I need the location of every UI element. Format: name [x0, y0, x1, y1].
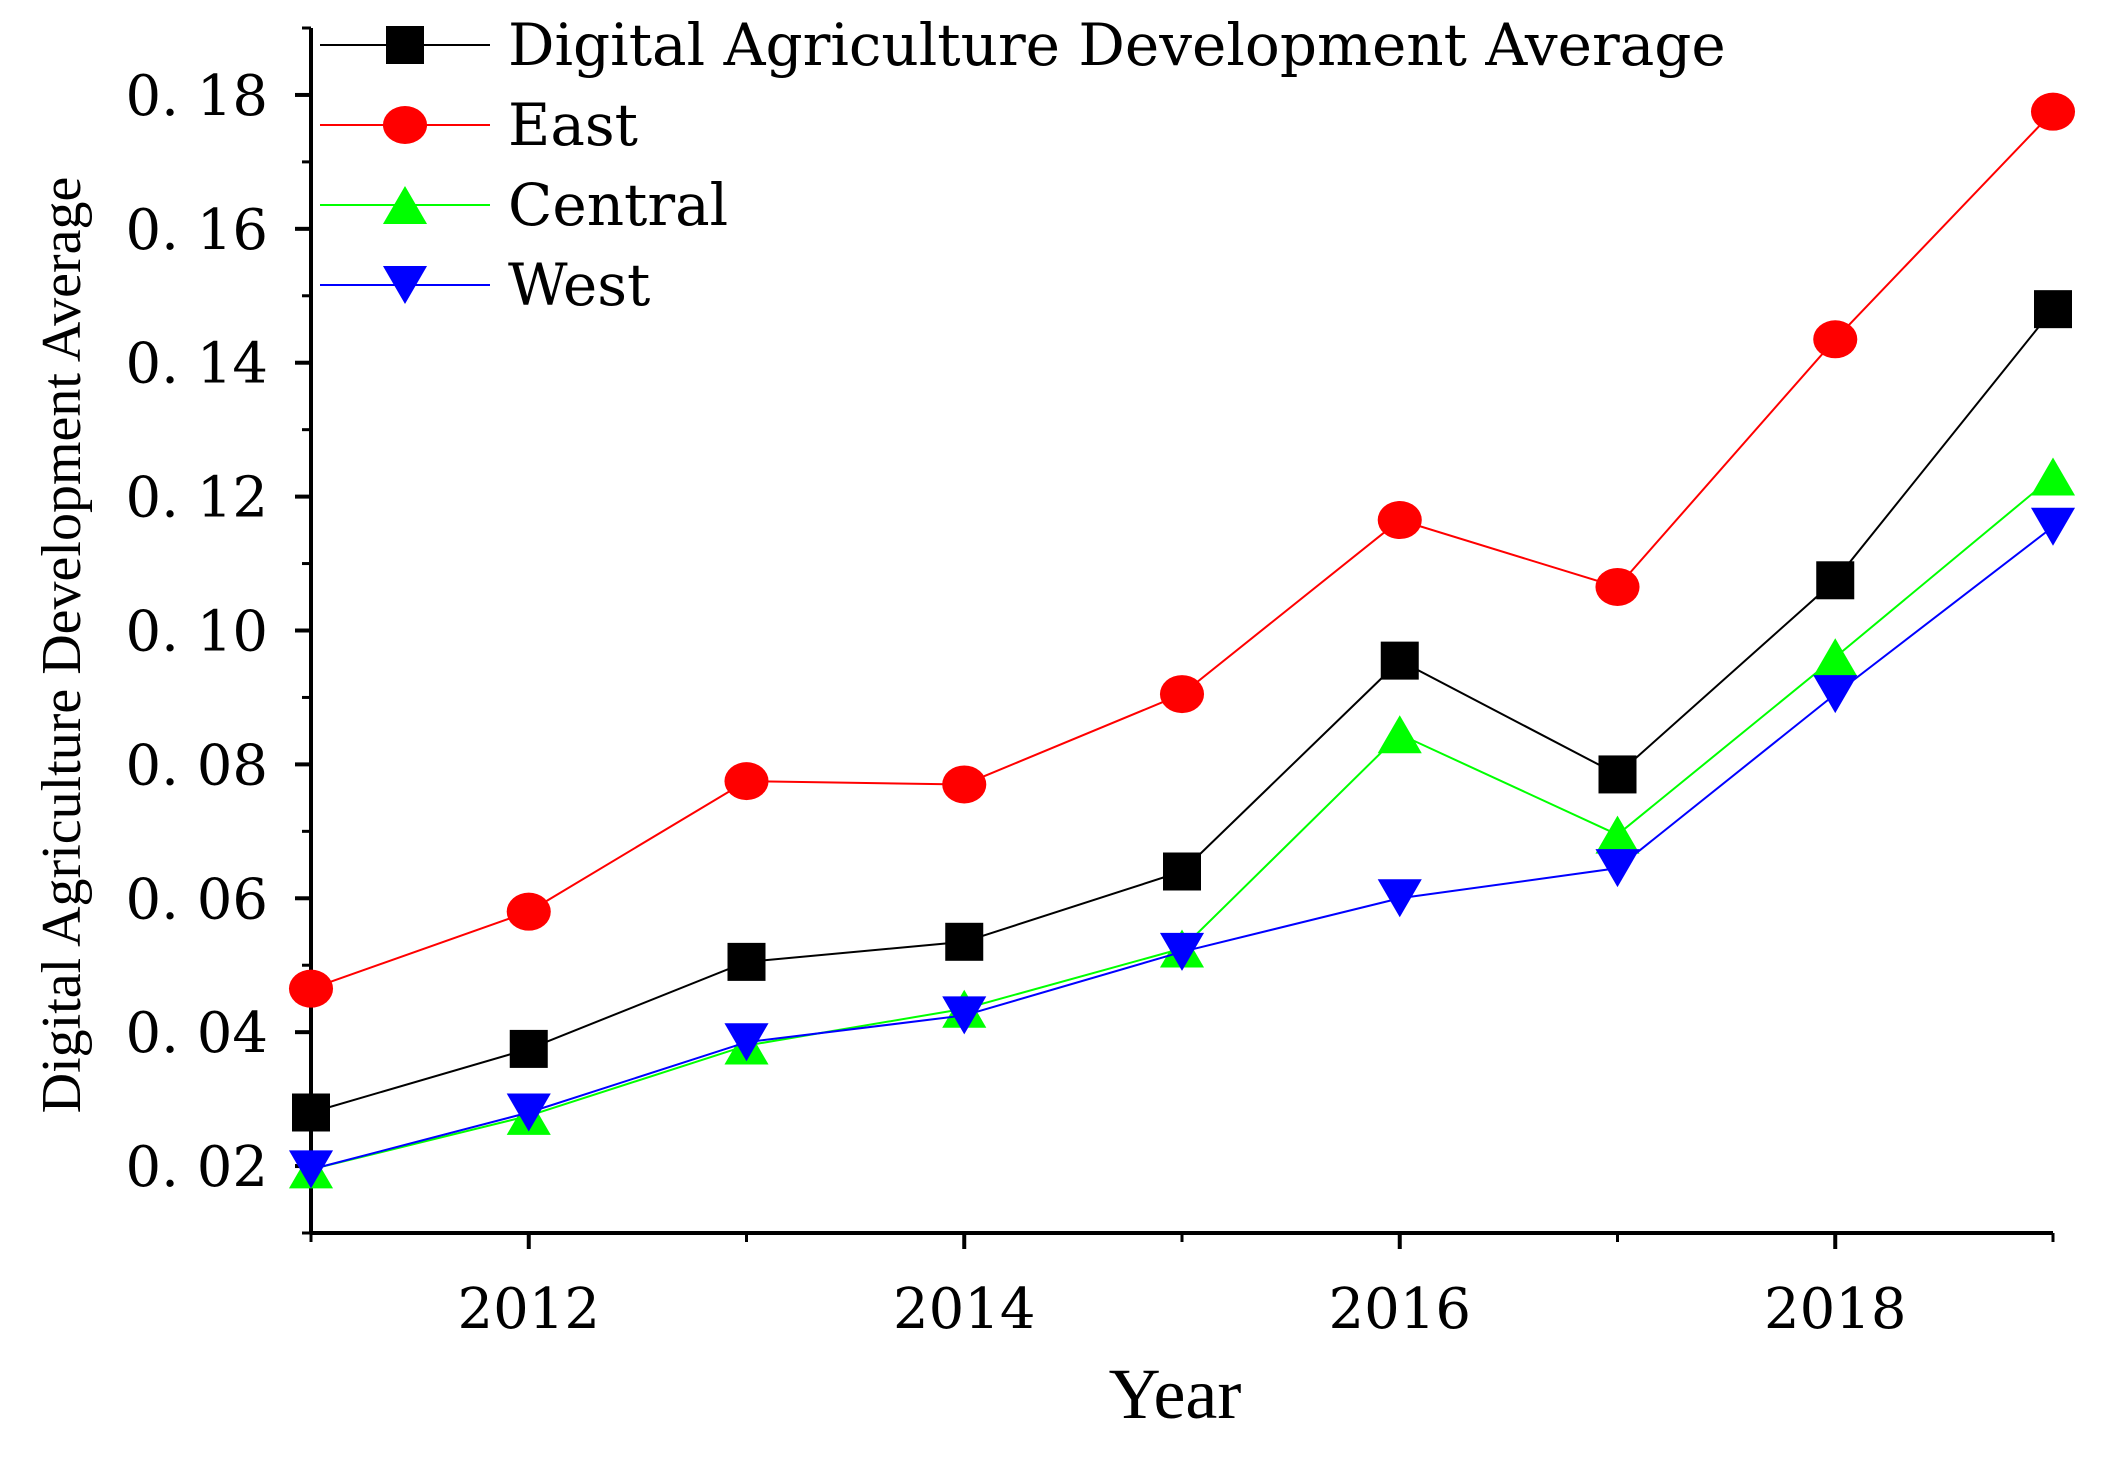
- data-point: [292, 1093, 330, 1132]
- legend-item-digital-agriculture-development-average: Digital Agriculture Development Average: [320, 11, 1726, 79]
- legend-label: Digital Agriculture Development Average: [508, 11, 1726, 79]
- data-point: [2030, 457, 2076, 496]
- data-point: [382, 106, 428, 144]
- legend-item-west: West: [320, 251, 650, 319]
- y-tick-label: 0. 18: [126, 64, 269, 129]
- y-tick-label: 0. 14: [126, 332, 269, 397]
- data-point: [382, 266, 428, 304]
- x-tick-label: 2018: [1764, 1277, 1907, 1342]
- data-point: [724, 762, 769, 801]
- legend-item-east: East: [320, 91, 638, 159]
- series-line: [310, 475, 2054, 1171]
- series-digital-agriculture-development-average: [292, 290, 2072, 1132]
- x-axis-title: Year: [1109, 1354, 1242, 1434]
- data-point: [724, 1023, 769, 1062]
- data-point: [386, 26, 424, 64]
- series-layer: [288, 92, 2076, 1189]
- data-point: [1377, 879, 1422, 918]
- data-point: [945, 922, 984, 961]
- axes: 0. 02 0. 04 0. 06 0. 08 0. 10 0. 12 0. 14 0. 16…: [126, 26, 2055, 1342]
- data-point: [1163, 852, 1201, 891]
- data-point: [2030, 92, 2076, 131]
- data-point: [1377, 501, 1422, 540]
- legend-label: West: [508, 251, 650, 319]
- data-point: [509, 1029, 548, 1068]
- data-point: [2034, 290, 2072, 329]
- legend-background: [313, 20, 1813, 330]
- y-tick-label: 0. 10: [126, 600, 269, 665]
- data-point: [382, 186, 428, 224]
- y-tick-label: 0. 08: [126, 733, 269, 798]
- series-west: [288, 507, 2076, 1189]
- data-point: [1598, 755, 1637, 794]
- data-point: [942, 765, 987, 804]
- data-point: [942, 996, 987, 1035]
- data-point: [1813, 675, 1858, 714]
- data-point: [506, 1093, 551, 1132]
- data-point: [1595, 815, 1640, 854]
- data-point: [1159, 932, 1205, 971]
- data-point: [1159, 675, 1205, 714]
- data-point: [1380, 641, 1419, 680]
- data-point: [1813, 320, 1858, 359]
- x-tick-label: 2014: [893, 1277, 1036, 1342]
- y-tick-label: 0. 16: [126, 198, 269, 263]
- data-point: [1595, 849, 1640, 888]
- data-point: [288, 969, 334, 1008]
- y-tick-label: 0. 12: [126, 466, 269, 531]
- y-axis-title: Digital Agriculture Development Average: [31, 177, 93, 1114]
- y-tick-label: 0. 06: [126, 867, 269, 932]
- data-point: [506, 892, 551, 931]
- data-point: [1813, 638, 1858, 677]
- data-point: [727, 942, 766, 981]
- x-tick-label: 2016: [1328, 1277, 1471, 1342]
- series-central: [288, 457, 2076, 1189]
- data-point: [2030, 507, 2076, 546]
- data-point: [1595, 567, 1640, 606]
- data-point: [1816, 561, 1855, 600]
- data-point: [288, 1150, 334, 1189]
- y-tick-label: 0. 02: [126, 1135, 269, 1200]
- data-point: [1377, 715, 1422, 754]
- series-east: [288, 92, 2076, 1008]
- series-line: [310, 525, 2054, 1171]
- y-tick-label: 0. 04: [126, 1001, 269, 1066]
- legend-label: East: [508, 91, 638, 159]
- legend: Digital Agriculture Development Average E…: [313, 11, 1813, 330]
- legend-label: Central: [508, 171, 728, 239]
- x-tick-label: 2012: [457, 1277, 600, 1342]
- legend-item-central: Central: [320, 171, 728, 239]
